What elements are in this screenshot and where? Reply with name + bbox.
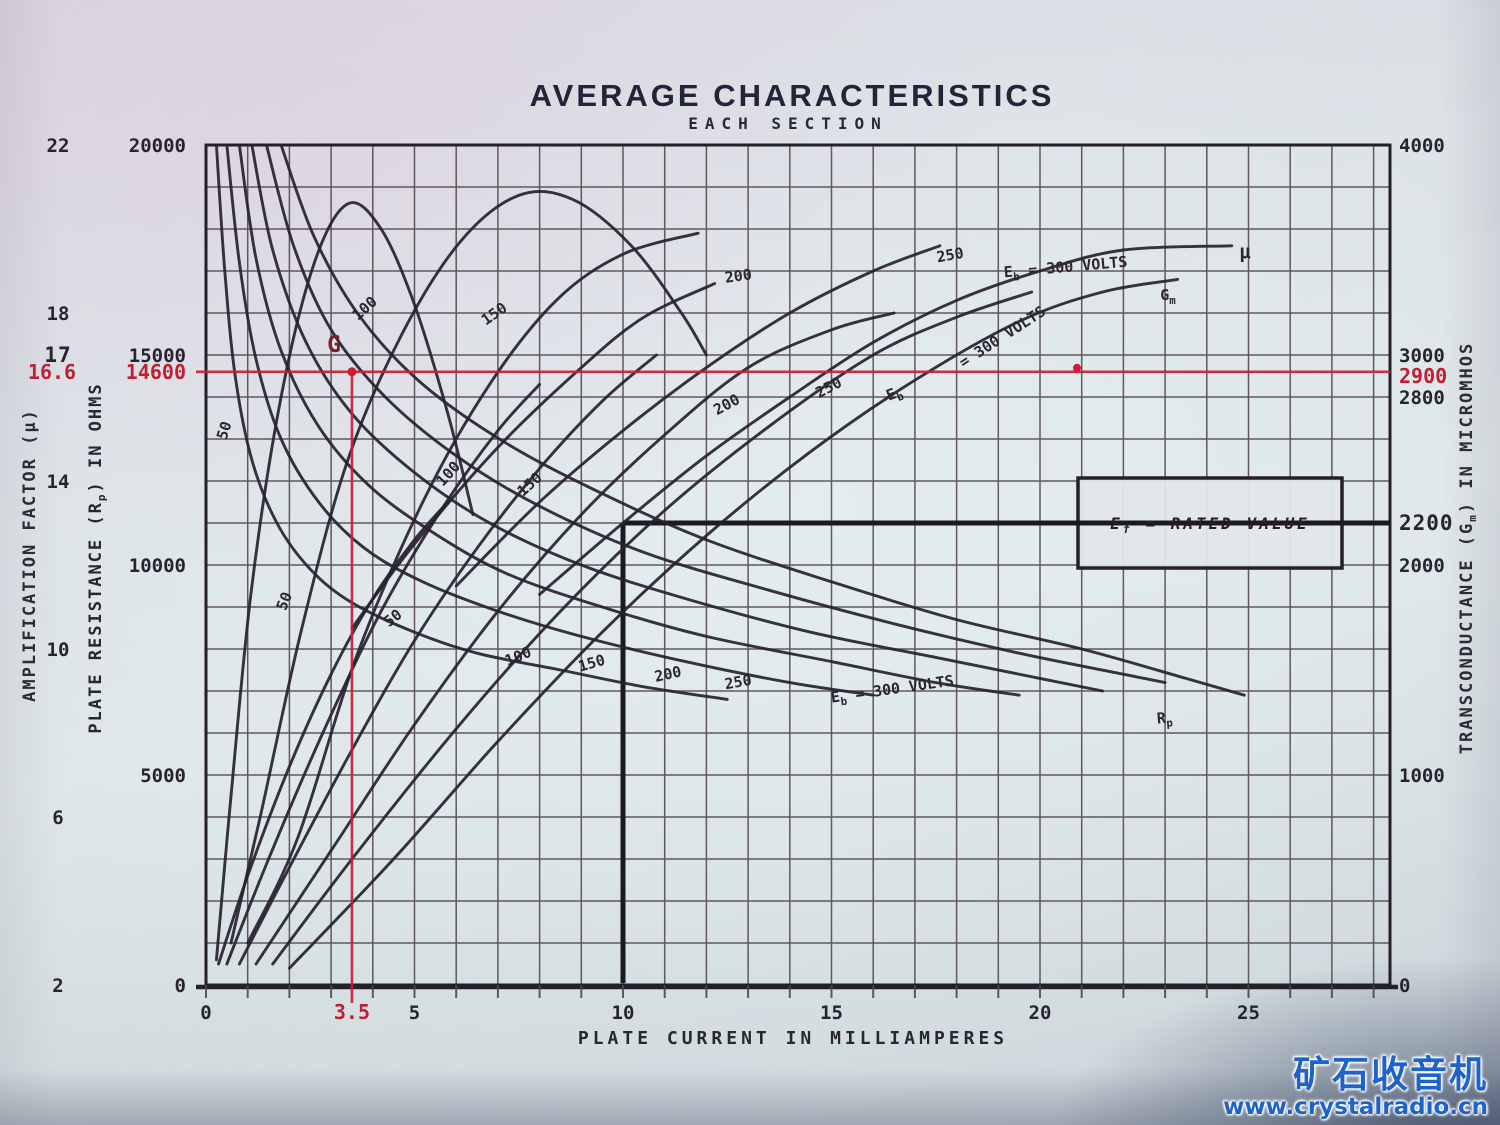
- curve-label: Gm: [1160, 286, 1176, 307]
- chart-subtitle: EACH SECTION: [688, 114, 888, 133]
- gm-axis-tick-label: 2800: [1399, 387, 1445, 409]
- curve-mu_150: [246, 231, 700, 945]
- watermark: 矿石收音机 www.crystalradio.cn: [1223, 1053, 1488, 1120]
- x-axis-title: PLATE CURRENT IN MILLIAMPERES: [577, 1028, 1009, 1049]
- curve-label: μ: [1239, 241, 1251, 263]
- gm-axis-tick-label: 1000: [1399, 765, 1445, 787]
- watermark-url: www.crystalradio.cn: [1223, 1093, 1488, 1120]
- mu-axis-tick-label: 2: [52, 975, 63, 997]
- gm-axis-tick-label: 4000: [1399, 135, 1445, 157]
- curve-label: 250: [935, 244, 965, 266]
- red-operating-point: [347, 367, 357, 377]
- x-axis-tick-label: 3.5: [334, 1000, 370, 1024]
- x-axis-tick: 0 3.5 5 10 15 20 25: [200, 1000, 1260, 1024]
- curve-label: 200: [724, 265, 753, 287]
- curve-label: 150: [478, 299, 511, 329]
- red-dot-on-line: [1073, 363, 1081, 372]
- mu-axis-tick-label: 10: [47, 639, 70, 661]
- gm-axis-tick-label: 2200: [1399, 511, 1454, 535]
- curve-label: Eb = 300 VOLTS: [1003, 253, 1128, 285]
- curve-label: G: [327, 332, 341, 358]
- mu-axis-tick-label: 16.6: [28, 360, 76, 384]
- x-axis-tick-label: 25: [1237, 1002, 1260, 1024]
- gm-axis-tick-label: 2000: [1399, 555, 1445, 577]
- x-axis-tick-label: 10: [612, 1002, 635, 1024]
- chart-title: AVERAGE CHARACTERISTICS: [529, 78, 1055, 113]
- curve-label: 100: [349, 293, 381, 325]
- mu-axis-tick-label: 22: [47, 135, 70, 157]
- y-axis-title-plate-resistance: PLATE RESISTANCE (Rp) IN OHMS: [85, 382, 109, 734]
- y-axis-title-amplification-factor: AMPLIFICATION FACTOR (μ): [20, 408, 40, 702]
- x-axis-tick-label: 20: [1029, 1002, 1052, 1024]
- rp-axis-tick-label: 14600: [126, 360, 186, 384]
- rp-axis-tick-label: 20000: [129, 135, 186, 157]
- rated-value-label: Ef = RATED VALUE: [1110, 514, 1309, 536]
- curve-gm_100: [225, 382, 542, 966]
- curve-label: 100: [502, 643, 534, 670]
- rp-axis-tick-label: 5000: [140, 765, 186, 787]
- mu-axis-tick-label: 18: [47, 303, 70, 325]
- curve-label: 200: [653, 662, 683, 685]
- gm-axis-tick-label: 0: [1399, 975, 1410, 997]
- watermark-chinese-text: 矿石收音机: [1293, 1053, 1488, 1097]
- x-axis-tick-label: 15: [820, 1002, 843, 1024]
- curve-label: 50: [273, 589, 296, 612]
- curve-label: 200: [710, 390, 742, 419]
- y-axis-title-transconductance: TRANSCONDUCTANCE (Gm) IN MICROMHOS: [1456, 341, 1480, 755]
- gm-axis-tick-label: 2900: [1399, 364, 1447, 388]
- x-axis-tick-label: 0: [200, 1002, 211, 1024]
- mu-axis-tick-label: 6: [52, 807, 63, 829]
- rp-axis-tick-label: 0: [175, 975, 186, 997]
- curve-label: Eb = 300 VOLTS: [830, 672, 956, 710]
- mu-axis-tick-label: 14: [47, 471, 70, 493]
- curve-gm_250: [271, 290, 1034, 966]
- x-axis-tick-label: 5: [409, 1002, 420, 1024]
- curve-label: Eb: [884, 382, 907, 407]
- curve-rp_300: [279, 143, 1246, 697]
- rp-axis-tick-label: 10000: [129, 555, 186, 577]
